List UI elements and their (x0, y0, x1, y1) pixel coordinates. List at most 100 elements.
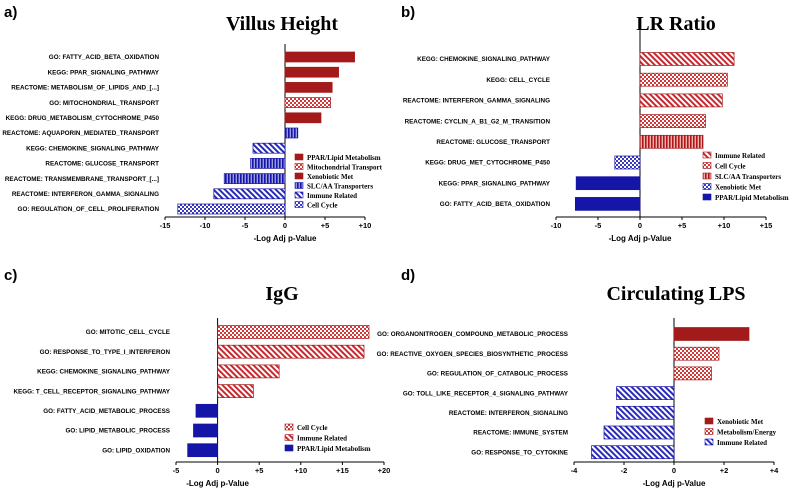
x-tick-label: +4 (770, 466, 779, 475)
legend-swatch (702, 183, 712, 190)
x-tick-label: +10 (718, 221, 731, 230)
chart-panel-2: b) LR Ratio -10 -5 0 +5 +10 +15 -Log Adj p-Value… (401, 4, 789, 243)
bar-go-regulation-of-catabolic-process (673, 366, 712, 381)
bar-kegg-chemokine-signaling-pathway (639, 52, 735, 66)
legend-swatch (702, 151, 712, 159)
legend-label: SLC/AA Transporters (307, 183, 373, 191)
x-tick-label: -10 (200, 221, 211, 230)
legend-label: PPAR/Lipid Metabolism (715, 194, 789, 202)
bar-reactome-cyclin-a-b1-g2-m-transition (639, 114, 706, 128)
bar-reactome-immune-system (603, 425, 675, 440)
category-label: GO: FATTY_ACID_BETA_OXIDATION (440, 201, 551, 208)
x-tick-label: -2 (621, 466, 628, 475)
bar-reactome-interferon-gamma-signaling (213, 188, 286, 200)
category-label: KEGG: PPAR_SIGNALING_PATHWAY (439, 180, 551, 187)
category-label: GO: ORGANONITROGEN_COMPOUND_METABOLIC_PR… (377, 331, 568, 338)
bar-go-regulation-of-cell-proliferation (177, 203, 286, 215)
bar-kegg-chemokine-signaling-pathway (252, 142, 286, 154)
x-tick-label: +5 (678, 221, 687, 230)
x-tick-label: -15 (160, 221, 171, 230)
x-tick-label: -5 (173, 466, 180, 475)
category-label: REACTOME: INTERFERON_SIGNALING (449, 410, 568, 417)
x-tick-label: 0 (638, 221, 642, 230)
bar-go-mitochondrial-transport (284, 97, 331, 108)
legend-label: Immune Related (297, 435, 347, 443)
x-tick-label: +15 (336, 466, 349, 475)
panel-label: b) (401, 4, 415, 21)
legend-label: Immune Related (307, 192, 357, 200)
legend-label: Metabolism/Energy (717, 429, 777, 437)
legend-label: Cell Cycle (307, 202, 338, 210)
category-label: KEGG: CHEMOKINE_SIGNALING_PATHWAY (417, 56, 551, 63)
x-tick-label: +20 (378, 466, 391, 475)
bar-go-lipid-oxidation (187, 443, 218, 458)
x-tick-label: -5 (595, 221, 602, 230)
chart-panel-1: a) Villus Height -15 -10 -5 0 +5 +10 -Log Adj p-… (2, 4, 382, 243)
legend-label: Immune Related (715, 152, 765, 160)
chart-title: Villus Height (226, 13, 338, 35)
bar-go-fatty-acid-metabolic-process (195, 403, 218, 418)
legend-label: Cell Cycle (297, 424, 328, 432)
legend-label: Xenobiotic Met (715, 184, 762, 192)
x-tick-label: -5 (242, 221, 249, 230)
legend-swatch (294, 182, 304, 189)
category-label: REACTOME: IMMUNE_SYSTEM (473, 430, 568, 437)
category-label: REACTOME: GLUCOSE_TRANSPORT (45, 161, 159, 168)
legend-swatch (294, 153, 304, 161)
legend-swatch (704, 417, 714, 425)
bar-kegg-chemokine-signaling-pathway (217, 364, 280, 379)
bar-go-fatty-acid-beta-oxidation (284, 51, 355, 63)
category-label: KEGG: T_CELL_RECEPTOR_SIGNALING_PATHWAY (13, 388, 170, 395)
chart-panel-4: d) Circulating LPS -4 -2 0 +2 +4 -Log Adj p-Val… (377, 267, 780, 488)
x-axis-label: -Log Adj p-Value (609, 234, 672, 243)
category-label: REACTOME: CYCLIN_A_B1_G2_M_TRANSITION (405, 118, 551, 125)
x-tick-label: 0 (216, 466, 220, 475)
legend-swatch (294, 163, 304, 170)
chart-title: IgG (265, 283, 299, 305)
category-label: GO: TOLL_LIKE_RECEPTOR_4_SIGNALING_PATHW… (403, 390, 569, 397)
bar-go-lipid-metabolic-process (193, 423, 218, 438)
category-label: REACTOME: TRANSMEMBRANE_TRANSPORT_[...] (5, 176, 159, 183)
bar-go-fatty-acid-beta-oxidation (574, 197, 641, 211)
legend-swatch (704, 428, 714, 435)
panel-label: a) (4, 4, 17, 21)
x-axis-label: -Log Adj p-Value (643, 479, 706, 488)
x-tick-label: +5 (255, 466, 264, 475)
x-tick-label: +10 (294, 466, 307, 475)
legend-label: PPAR/Lipid Metabolism (307, 154, 381, 162)
bar-reactome-interferon-gamma-signaling (639, 93, 723, 108)
category-label: GO: LIPID_OXIDATION (102, 447, 170, 454)
chart-panel-3: c) IgG -5 0 +5 +10 +15 +20 -Log Adj p-Value GO: M… (4, 267, 390, 488)
category-label: GO: FATTY_ACID_METABOLIC_PROCESS (43, 408, 170, 415)
bar-reactome-metabolism-of-lipids-and (284, 82, 333, 93)
legend-swatch (702, 172, 712, 180)
x-axis-label: -Log Adj p-Value (186, 479, 249, 488)
category-label: REACTOME: METABOLISM_OF_LIPIDS_AND_[...] (11, 85, 159, 92)
legend-swatch (294, 201, 304, 208)
legend-label: PPAR/Lipid Metabolism (297, 445, 371, 453)
legend-label: Xenobiotic Met (307, 173, 354, 181)
bar-reactome-glucose-transport (250, 158, 286, 169)
legend-swatch (284, 444, 294, 452)
category-label: GO: RESPONSE_TO_CYTOKINE (471, 449, 568, 456)
legend-label: Cell Cycle (715, 163, 746, 171)
category-label: REACTOME: AQUAPORIN_MEDIATED_TRANSPORT (2, 130, 159, 137)
legend-label: SLC/AA Transporters (715, 173, 781, 181)
x-axis-label: -Log Adj p-Value (254, 234, 317, 243)
x-tick-label: 0 (672, 466, 676, 475)
bar-reactome-transmembrane-transport (223, 173, 286, 184)
category-label: KEGG: DRUG_MET_CYTOCHROME_P450 (425, 160, 550, 167)
category-label: REACTOME: INTERFERON_GAMMA_SIGNALING (403, 98, 550, 105)
bar-kegg-drug-met-cytochrome-p450 (614, 155, 641, 170)
x-tick-label: -10 (551, 221, 562, 230)
legend-swatch (294, 191, 304, 199)
bar-kegg-cell-cycle (639, 72, 728, 87)
panel-label: c) (4, 267, 17, 284)
category-label: KEGG: CHEMOKINE_SIGNALING_PATHWAY (37, 369, 171, 376)
bar-reactome-aquaporin-mediated-transport (284, 127, 299, 139)
legend-swatch (294, 172, 304, 180)
legend-swatch (284, 434, 294, 441)
panel-label: d) (401, 267, 415, 284)
bar-go-mitotic-cell-cycle (217, 325, 370, 339)
